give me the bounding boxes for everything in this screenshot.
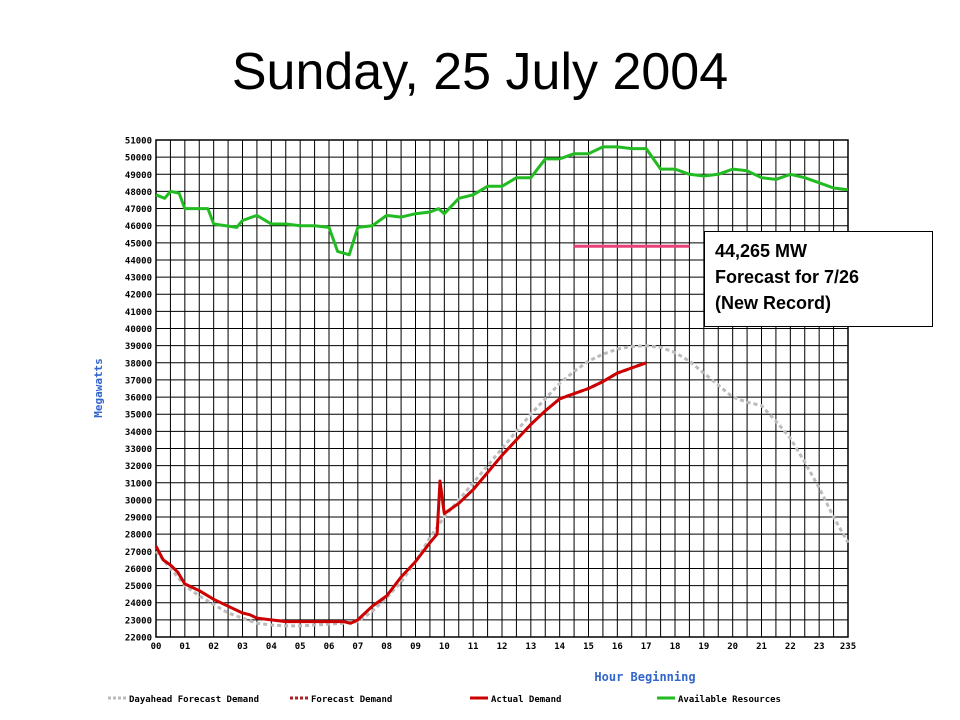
y-tick-label: 22000 <box>125 634 152 644</box>
annotation-line-3: (New Record) <box>715 293 832 313</box>
y-tick-label: 27000 <box>125 548 152 558</box>
y-tick-label: 32000 <box>125 462 152 472</box>
x-tick-label: 01 <box>179 642 190 652</box>
x-tick-label: 17 <box>641 642 652 652</box>
y-tick-label: 28000 <box>125 531 152 541</box>
x-axis-ticks: 00 01 02 03 04 05 06 07 08 09 10 11 12 13 14 15 16 17 18 19… <box>151 642 857 652</box>
dayahead-forecast-demand-line <box>154 344 850 628</box>
x-tick-label: 00 <box>151 642 162 652</box>
x-tick-label: 04 <box>266 642 277 652</box>
y-tick-label: 24000 <box>125 599 152 609</box>
y-tick-label: 34000 <box>125 428 152 438</box>
y-tick-label: 38000 <box>125 359 152 369</box>
y-tick-label: 35000 <box>125 411 152 421</box>
legend-label: Available Resources <box>678 694 781 705</box>
available-resources-line <box>155 145 849 257</box>
x-tick-label: 06 <box>324 642 335 652</box>
x-tick-label: 16 <box>612 642 623 652</box>
x-tick-label: 15 <box>583 642 594 652</box>
y-tick-label: 50000 <box>125 154 152 164</box>
y-tick-label: 39000 <box>125 342 152 352</box>
y-tick-label: 29000 <box>125 514 152 524</box>
y-tick-label: 43000 <box>125 274 152 284</box>
x-tick-label: 20 <box>727 642 738 652</box>
y-tick-label: 49000 <box>125 171 152 181</box>
record-annotation-box: 44,265 MW Forecast for 7/26 (New Record) <box>704 231 933 327</box>
annotation-line-1: 44,265 MW <box>715 241 808 261</box>
x-tick-label: 22 <box>785 642 796 652</box>
x-tick-label: 19 <box>698 642 709 652</box>
y-tick-label: 33000 <box>125 445 152 455</box>
x-axis-label: Hour Beginning <box>594 670 695 684</box>
x-tick-label: 05 <box>295 642 306 652</box>
x-tick-label: 18 <box>670 642 681 652</box>
chart-legend: Dayahead Forecast Demand Forecast Demand A… <box>108 694 781 705</box>
y-tick-label: 42000 <box>125 291 152 301</box>
y-tick-label: 30000 <box>125 496 152 506</box>
page-title: Sunday, 25 July 2004 <box>231 43 729 101</box>
x-tick-label: 14 <box>554 642 565 652</box>
x-tick-label: 02 <box>208 642 219 652</box>
x-tick-label: 23 <box>814 642 825 652</box>
y-tick-label: 40000 <box>125 325 152 335</box>
legend-label: Forecast Demand <box>311 695 392 705</box>
x-tick-label: 235 <box>840 642 856 652</box>
chart-series <box>154 145 850 628</box>
x-tick-label: 13 <box>525 642 536 652</box>
x-tick-label: 03 <box>237 642 248 652</box>
x-tick-label: 21 <box>756 642 767 652</box>
actual-demand-line <box>154 361 647 625</box>
chart-grid <box>155 139 849 638</box>
x-tick-label: 11 <box>468 642 479 652</box>
annotation-line-2: Forecast for 7/26 <box>715 267 860 287</box>
y-tick-label: 48000 <box>125 188 152 198</box>
y-tick-label: 41000 <box>125 308 152 318</box>
y-tick-label: 23000 <box>125 616 152 626</box>
y-axis-label: Megawatts <box>92 358 105 418</box>
y-tick-label: 37000 <box>125 376 152 386</box>
y-tick-label: 46000 <box>125 222 152 232</box>
y-tick-label: 31000 <box>125 479 152 489</box>
y-tick-label: 36000 <box>125 394 152 404</box>
legend-label: Actual Demand <box>491 695 561 705</box>
y-axis-ticks: 22000 23000 24000 25000 26000 27000 28000 29000… <box>125 137 152 644</box>
y-tick-label: 44000 <box>125 256 152 266</box>
y-tick-label: 26000 <box>125 565 152 575</box>
legend-label: Dayahead Forecast Demand <box>129 695 259 705</box>
y-tick-label: 25000 <box>125 582 152 592</box>
y-tick-label: 45000 <box>125 239 152 249</box>
y-tick-label: 47000 <box>125 205 152 215</box>
x-tick-label: 10 <box>439 642 450 652</box>
y-tick-label: 51000 <box>125 137 152 147</box>
x-tick-label: 08 <box>381 642 392 652</box>
x-tick-label: 07 <box>352 642 363 652</box>
x-tick-label: 09 <box>410 642 421 652</box>
x-tick-label: 12 <box>497 642 508 652</box>
